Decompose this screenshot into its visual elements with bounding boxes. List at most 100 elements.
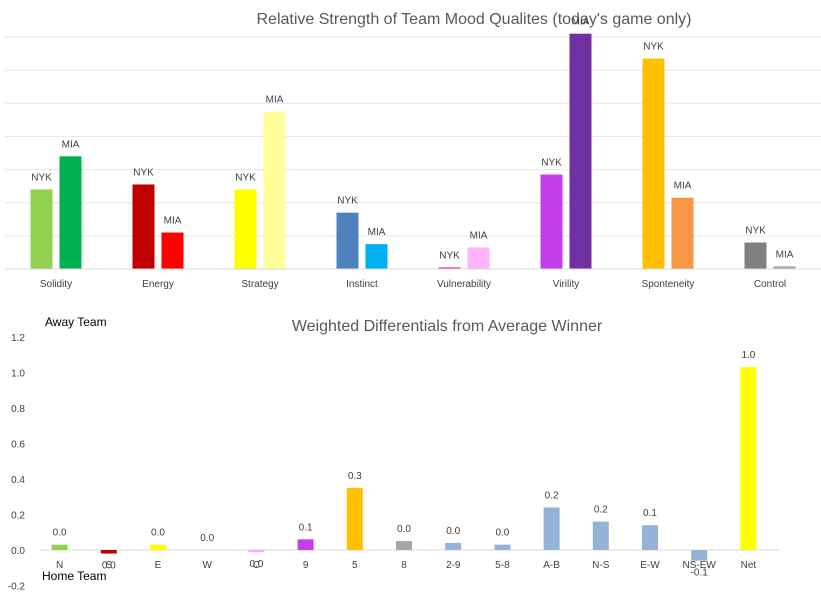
y-tick-label: -0.2 <box>8 582 26 592</box>
chart2-y-axis: -0.2 0.0 0.2 0.4 0.6 0.8 1.0 1.2 <box>8 333 26 592</box>
weighted-differentials-chart: Weighted Differentials from Average Winn… <box>8 315 780 592</box>
chart1-bars: NYK MIA NYK MIA NYK MIA NYK MIA NYK MIA NYK MIA NYK M… <box>30 17 796 269</box>
bar-mia-energy <box>161 232 184 269</box>
data-label-2-9: 0.0 <box>446 526 460 537</box>
data-label-mia-control: MIA <box>776 249 794 260</box>
category-label-solidity: Solidity <box>40 279 72 290</box>
y-tick-label: 0.2 <box>11 511 25 522</box>
category-label-control: Control <box>754 279 786 290</box>
data-label-mia-sponteneity: MIA <box>674 181 692 192</box>
category-label-5: 5 <box>352 560 358 571</box>
category-label-energy: Energy <box>142 279 174 290</box>
y-tick-label: 0.8 <box>11 404 25 415</box>
bar-nyk-energy <box>132 184 155 269</box>
bar-8 <box>396 541 412 550</box>
bar-nyk-virility <box>540 174 563 269</box>
category-label-virility: Virility <box>553 279 579 290</box>
bar-5-8 <box>494 544 511 550</box>
y-tick-label: 0.6 <box>11 440 25 451</box>
bar-mia-sponteneity <box>671 197 694 269</box>
data-label-net: 1.0 <box>741 350 755 361</box>
mood-qualities-chart: Relative Strength of Team Mood Qualites … <box>5 11 821 290</box>
data-label-nyk-virility: NYK <box>541 158 562 169</box>
category-label-8: 8 <box>401 560 407 571</box>
data-label-n-s: 0.2 <box>594 505 608 516</box>
data-label-5-8: 0.0 <box>495 528 509 539</box>
data-label-a-b: 0.2 <box>545 490 559 501</box>
category-label-strategy: Strategy <box>241 279 278 290</box>
bar-n <box>51 544 68 550</box>
category-label-s: S <box>105 560 112 571</box>
bar-2-9 <box>445 542 462 550</box>
chart1-category-labels: Solidity Energy Strategy Instinct Vulnerabil… <box>40 279 786 290</box>
data-label-ns-ew: -0.1 <box>691 568 709 579</box>
category-label-sponteneity: Sponteneity <box>642 279 695 290</box>
chart2-category-labels: N S E W C 9 5 8 2-9 5-8 A-B N-S E-W NS-EW Net <box>56 560 756 571</box>
data-label-mia-energy: MIA <box>164 216 182 227</box>
bar-nyk-control <box>744 242 767 269</box>
bar-nyk-instinct <box>336 212 359 269</box>
y-tick-label: 1.2 <box>11 333 25 344</box>
data-label-mia-instinct: MIA <box>368 227 386 238</box>
category-label-n-s: N-S <box>592 560 610 571</box>
bar-ns-ew <box>691 550 708 561</box>
away-team-label: Away Team <box>45 315 107 329</box>
bar-9 <box>297 539 314 550</box>
chart2-bars: 0.0 0.0 0.0 0.0 0.0 0.1 0.3 0.0 0.0 0.0 0.2 0.2 0.1 -… <box>51 350 757 579</box>
y-tick-label: 0.0 <box>11 546 25 557</box>
category-label-a-b: A-B <box>543 560 560 571</box>
category-label-e: E <box>155 560 162 571</box>
data-label-9: 0.1 <box>299 522 313 533</box>
category-label-e-w: E-W <box>640 560 660 571</box>
data-label-nyk-vulnerability: NYK <box>439 250 460 261</box>
data-label-e: 0.0 <box>151 528 165 539</box>
data-label-mia-strategy: MIA <box>266 95 284 106</box>
bar-a-b <box>543 507 560 550</box>
bar-c <box>248 550 265 552</box>
bar-5 <box>346 487 363 550</box>
data-label-nyk-energy: NYK <box>133 167 154 178</box>
bar-e <box>150 544 166 550</box>
bar-e-w <box>642 525 658 550</box>
category-label-5-8: 5-8 <box>495 560 510 571</box>
category-label-vulnerability: Vulnerability <box>437 279 491 290</box>
bar-mia-vulnerability <box>467 247 490 269</box>
data-label-nyk-solidity: NYK <box>31 172 52 183</box>
category-label-9: 9 <box>303 560 309 571</box>
category-label-instinct: Instinct <box>346 279 378 290</box>
bar-mia-control <box>773 266 796 269</box>
data-label-mia-solidity: MIA <box>62 139 80 150</box>
data-label-mia-virility: MIA <box>572 17 590 28</box>
data-label-8: 0.0 <box>397 524 411 535</box>
data-label-n: 0.0 <box>53 528 67 539</box>
bar-nyk-vulnerability <box>438 267 461 269</box>
data-label-nyk-sponteneity: NYK <box>643 42 664 53</box>
y-tick-label: 1.0 <box>11 369 25 380</box>
bar-mia-solidity <box>59 156 82 269</box>
y-tick-label: 0.4 <box>11 475 25 486</box>
data-label-nyk-control: NYK <box>745 225 766 236</box>
category-label-net: Net <box>741 560 757 571</box>
data-label-mia-vulnerability: MIA <box>470 230 488 241</box>
category-label-2-9: 2-9 <box>446 560 461 571</box>
data-label-c: 0.0 <box>249 559 263 570</box>
data-label-w: 0.0 <box>200 533 214 544</box>
bar-s <box>100 550 117 554</box>
bar-mia-virility <box>569 33 592 269</box>
bar-n-s <box>592 521 609 550</box>
data-label-5: 0.3 <box>348 471 362 482</box>
bar-net <box>740 367 757 550</box>
data-label-nyk-strategy: NYK <box>235 172 256 183</box>
bar-mia-instinct <box>365 244 388 269</box>
bar-nyk-sponteneity <box>642 58 665 269</box>
bar-mia-strategy <box>263 111 286 269</box>
category-label-w: W <box>202 560 212 571</box>
chart1-title: Relative Strength of Team Mood Qualites … <box>257 11 692 28</box>
home-team-label: Home Team <box>42 569 106 583</box>
data-label-e-w: 0.1 <box>643 508 657 519</box>
category-label-c: C <box>253 560 260 571</box>
bar-nyk-strategy <box>234 189 257 269</box>
category-label-n: N <box>56 560 63 571</box>
data-label-s: 0.0 <box>102 561 116 572</box>
